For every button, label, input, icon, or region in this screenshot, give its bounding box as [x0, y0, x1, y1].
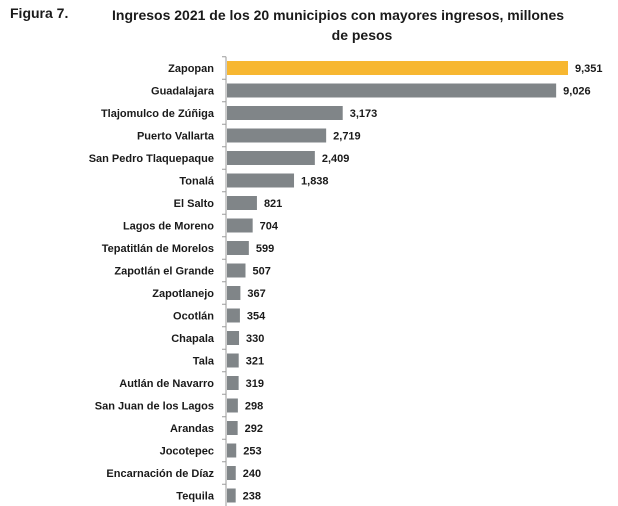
category-label: Jocotepec [160, 446, 214, 458]
category-label: Tonalá [179, 176, 215, 188]
category-label: El Salto [174, 198, 215, 210]
bar [227, 376, 239, 390]
category-label: San Juan de los Lagos [95, 401, 214, 413]
category-label: Zapotlanejo [152, 288, 214, 300]
bar [227, 286, 241, 300]
value-label: 319 [246, 378, 264, 390]
bar [227, 106, 343, 120]
value-label: 2,409 [322, 153, 350, 165]
bar [227, 398, 238, 413]
category-label: Encarnación de Díaz [106, 468, 214, 480]
value-label: 3,173 [350, 108, 378, 120]
value-label: 321 [246, 356, 264, 368]
category-label: Zapotlán el Grande [114, 266, 214, 278]
bar [227, 263, 246, 278]
category-label: Tala [193, 356, 215, 368]
bar [227, 173, 295, 188]
chart-title-line2: de pesos [331, 27, 393, 43]
value-label: 9,026 [563, 86, 591, 98]
category-label: Chapala [171, 333, 215, 345]
bar [227, 83, 557, 98]
bar [227, 421, 238, 435]
value-label: 240 [243, 468, 261, 480]
category-label: Arandas [170, 423, 214, 435]
value-label: 821 [264, 198, 282, 210]
category-label: San Pedro Tlaquepaque [89, 153, 214, 165]
value-label: 599 [256, 243, 274, 255]
value-label: 354 [247, 311, 266, 323]
value-label: 2,719 [333, 131, 361, 143]
category-label: Tequila [176, 491, 215, 503]
figure-label: Figura 7. [10, 5, 69, 21]
value-label: 298 [245, 401, 263, 413]
value-label: 238 [243, 491, 261, 503]
bar [227, 353, 239, 368]
bar [227, 466, 236, 480]
bar [227, 218, 253, 233]
value-label: 292 [245, 423, 263, 435]
category-label: Tepatitlán de Morelos [102, 243, 214, 255]
value-label: 704 [260, 221, 279, 233]
bar [227, 488, 236, 503]
bar [227, 151, 315, 165]
chart-title: Ingresos 2021 de los 20 municipios con m… [112, 5, 612, 45]
value-label: 507 [252, 266, 270, 278]
value-label: 330 [246, 333, 264, 345]
category-label: Ocotlán [173, 311, 214, 323]
category-label: Zapopan [168, 63, 214, 75]
bar [227, 443, 237, 458]
value-label: 367 [247, 288, 265, 300]
bar [227, 331, 240, 345]
category-label: Puerto Vallarta [137, 131, 215, 143]
bar [227, 308, 240, 323]
bar [227, 128, 327, 143]
value-label: 9,351 [575, 63, 603, 75]
category-label: Lagos de Moreno [123, 221, 214, 233]
bar [227, 61, 568, 75]
category-label: Autlán de Navarro [119, 378, 214, 390]
category-label: Guadalajara [151, 86, 215, 98]
value-label: 253 [243, 446, 261, 458]
value-label: 1,838 [301, 176, 329, 188]
bar [227, 196, 257, 210]
category-label: Tlajomulco de Zúñiga [101, 108, 215, 120]
chart-title-line1: Ingresos 2021 de los 20 municipios con m… [112, 7, 565, 23]
bar [227, 241, 249, 255]
